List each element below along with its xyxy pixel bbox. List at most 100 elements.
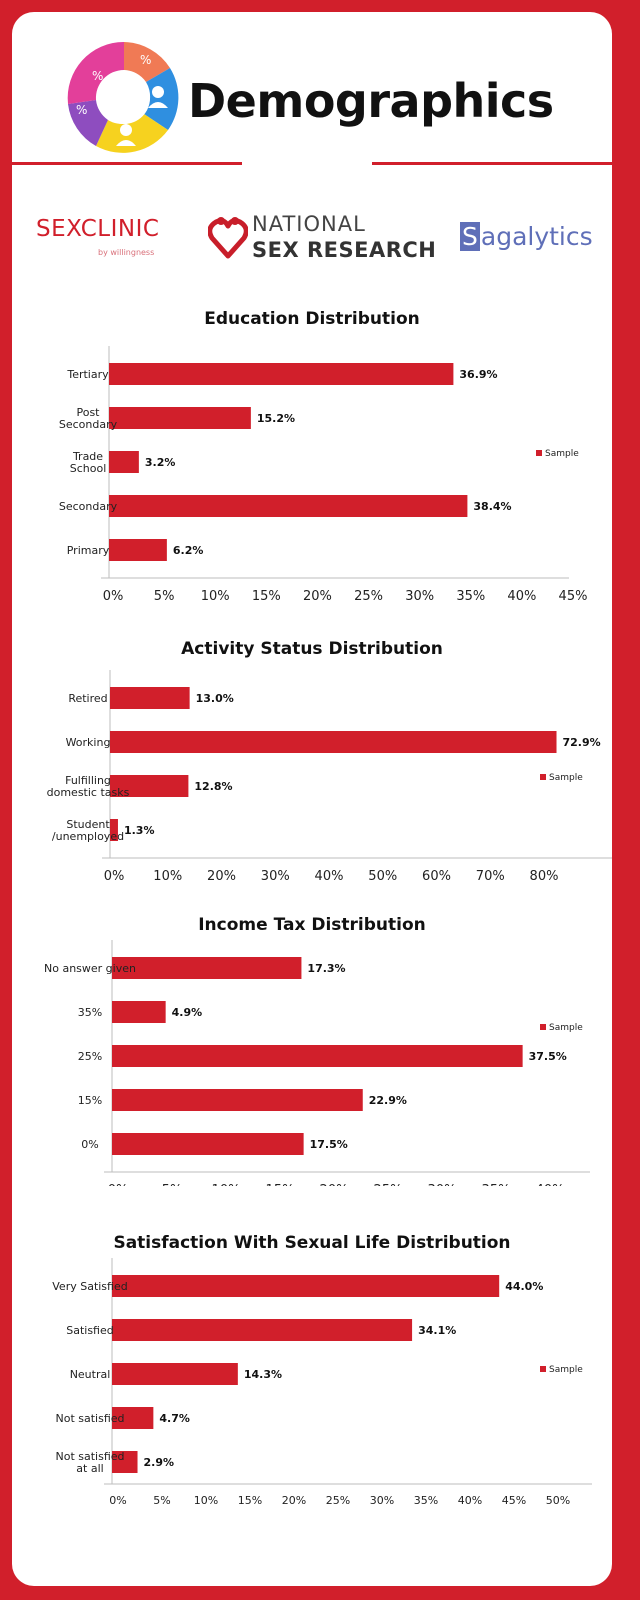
x-tick-label: 30% bbox=[370, 1494, 394, 1507]
heart-logo-icon bbox=[208, 217, 248, 259]
x-tick-label: 40% bbox=[536, 1183, 565, 1186]
x-tick-label: 30% bbox=[405, 589, 434, 604]
x-tick-label: 10% bbox=[201, 589, 230, 604]
category-label: Secondary bbox=[59, 500, 118, 513]
value-label: 36.9% bbox=[459, 368, 497, 381]
x-tick-label: 70% bbox=[476, 869, 505, 884]
bar bbox=[109, 495, 468, 517]
category-label: Primary bbox=[67, 544, 110, 557]
x-tick-label: 30% bbox=[428, 1183, 457, 1186]
legend-swatch bbox=[540, 1024, 546, 1030]
category-label: Neutral bbox=[70, 1368, 111, 1381]
x-tick-label: 0% bbox=[104, 869, 125, 884]
sexclinic-logo: SEXCLINIC bbox=[36, 216, 160, 242]
value-label: 14.3% bbox=[244, 1368, 282, 1381]
x-tick-label: 50% bbox=[546, 1494, 570, 1507]
legend-label: Sample bbox=[549, 1365, 583, 1375]
bar bbox=[112, 1451, 138, 1473]
x-tick-label: 35% bbox=[482, 1183, 511, 1186]
category-label: 15% bbox=[78, 1094, 102, 1107]
category-label: Post Secondary bbox=[59, 406, 118, 431]
category-label: 25% bbox=[78, 1050, 102, 1063]
bar bbox=[112, 1133, 304, 1155]
legend-label: Sample bbox=[545, 449, 579, 459]
legend-swatch bbox=[540, 1366, 546, 1372]
value-label: 72.9% bbox=[563, 736, 601, 749]
x-tick-label: 5% bbox=[162, 1183, 183, 1186]
category-label: Tertiary bbox=[66, 368, 109, 381]
x-tick-label: 60% bbox=[422, 869, 451, 884]
header-divider-left bbox=[12, 162, 242, 165]
category-label: Student/unemployed bbox=[52, 818, 124, 843]
sagalytics-logo-rest: agalytics bbox=[480, 222, 593, 251]
bar bbox=[110, 687, 190, 709]
x-tick-label: 15% bbox=[266, 1183, 295, 1186]
value-label: 44.0% bbox=[505, 1280, 543, 1293]
x-tick-label: 35% bbox=[456, 589, 485, 604]
sagalytics-logo-initial: S bbox=[460, 222, 480, 251]
value-label: 17.5% bbox=[310, 1138, 348, 1151]
x-tick-label: 45% bbox=[502, 1494, 526, 1507]
value-label: 4.9% bbox=[172, 1006, 203, 1019]
bar bbox=[112, 1319, 413, 1341]
value-label: 12.8% bbox=[194, 780, 232, 793]
category-label: Trade School bbox=[70, 450, 107, 475]
legend-label: Sample bbox=[549, 773, 583, 783]
value-label: 13.0% bbox=[196, 692, 234, 705]
x-tick-label: 0% bbox=[103, 589, 124, 604]
x-tick-label: 20% bbox=[207, 869, 236, 884]
svg-text:%: % bbox=[140, 53, 151, 67]
activity-status-chart: Activity Status Distribution 13.0% Retired… bbox=[47, 639, 612, 884]
category-label: No answer given bbox=[44, 962, 136, 975]
x-tick-label: 20% bbox=[320, 1183, 349, 1186]
value-label: 34.1% bbox=[418, 1324, 456, 1337]
category-label: 35% bbox=[78, 1006, 102, 1019]
income-tax-chart: Income Tax Distribution 17.3% No answer gi… bbox=[44, 915, 590, 1186]
x-tick-label: 10% bbox=[194, 1494, 218, 1507]
category-label: Not satisfied at all bbox=[55, 1450, 124, 1475]
bar bbox=[112, 1407, 154, 1429]
value-label: 22.9% bbox=[369, 1094, 407, 1107]
chart-title: Education Distribution bbox=[204, 309, 420, 329]
x-tick-label: 25% bbox=[374, 1183, 403, 1186]
x-tick-label: 10% bbox=[212, 1183, 241, 1186]
value-label: 3.2% bbox=[145, 456, 176, 469]
header: % % % Demographics bbox=[12, 12, 612, 172]
x-tick-label: 15% bbox=[238, 1494, 262, 1507]
bar bbox=[110, 819, 118, 841]
x-tick-label: 5% bbox=[154, 589, 175, 604]
national-sex-research-logo-line1: NATIONAL bbox=[252, 212, 366, 236]
bar bbox=[109, 539, 167, 561]
bar bbox=[112, 1275, 500, 1297]
x-tick-label: 20% bbox=[282, 1494, 306, 1507]
satisfaction-chart: Satisfaction With Sexual Life Distributi… bbox=[52, 1233, 592, 1507]
value-label: 15.2% bbox=[257, 412, 295, 425]
demographics-logo-icon: % % % bbox=[67, 41, 179, 153]
category-label: Very Satisfied bbox=[52, 1280, 127, 1293]
category-label: Not satisfied bbox=[55, 1412, 124, 1425]
category-label: Retired bbox=[68, 692, 107, 705]
x-tick-label: 5% bbox=[153, 1494, 170, 1507]
header-divider-right bbox=[372, 162, 612, 165]
value-label: 4.7% bbox=[159, 1412, 190, 1425]
value-label: 37.5% bbox=[529, 1050, 567, 1063]
legend-label: Sample bbox=[549, 1023, 583, 1033]
bar bbox=[112, 1045, 523, 1067]
bar bbox=[112, 1089, 363, 1111]
x-tick-label: 20% bbox=[303, 589, 332, 604]
sexclinic-logo-subtitle: by willingness bbox=[98, 248, 155, 257]
sponsor-logos: SEXCLINIC by willingness NATIONAL SEX RE… bbox=[12, 204, 612, 274]
national-sex-research-logo-line2: SEX RESEARCH bbox=[252, 238, 437, 262]
bar bbox=[110, 775, 189, 797]
value-label: 1.3% bbox=[124, 824, 155, 837]
bar bbox=[109, 363, 454, 385]
value-label: 38.4% bbox=[473, 500, 511, 513]
bar bbox=[112, 1363, 238, 1385]
bar bbox=[112, 957, 302, 979]
value-label: 17.3% bbox=[307, 962, 345, 975]
x-tick-label: 40% bbox=[315, 869, 344, 884]
x-tick-label: 25% bbox=[354, 589, 383, 604]
x-tick-label: 50% bbox=[368, 869, 397, 884]
chart-title: Activity Status Distribution bbox=[181, 639, 443, 659]
